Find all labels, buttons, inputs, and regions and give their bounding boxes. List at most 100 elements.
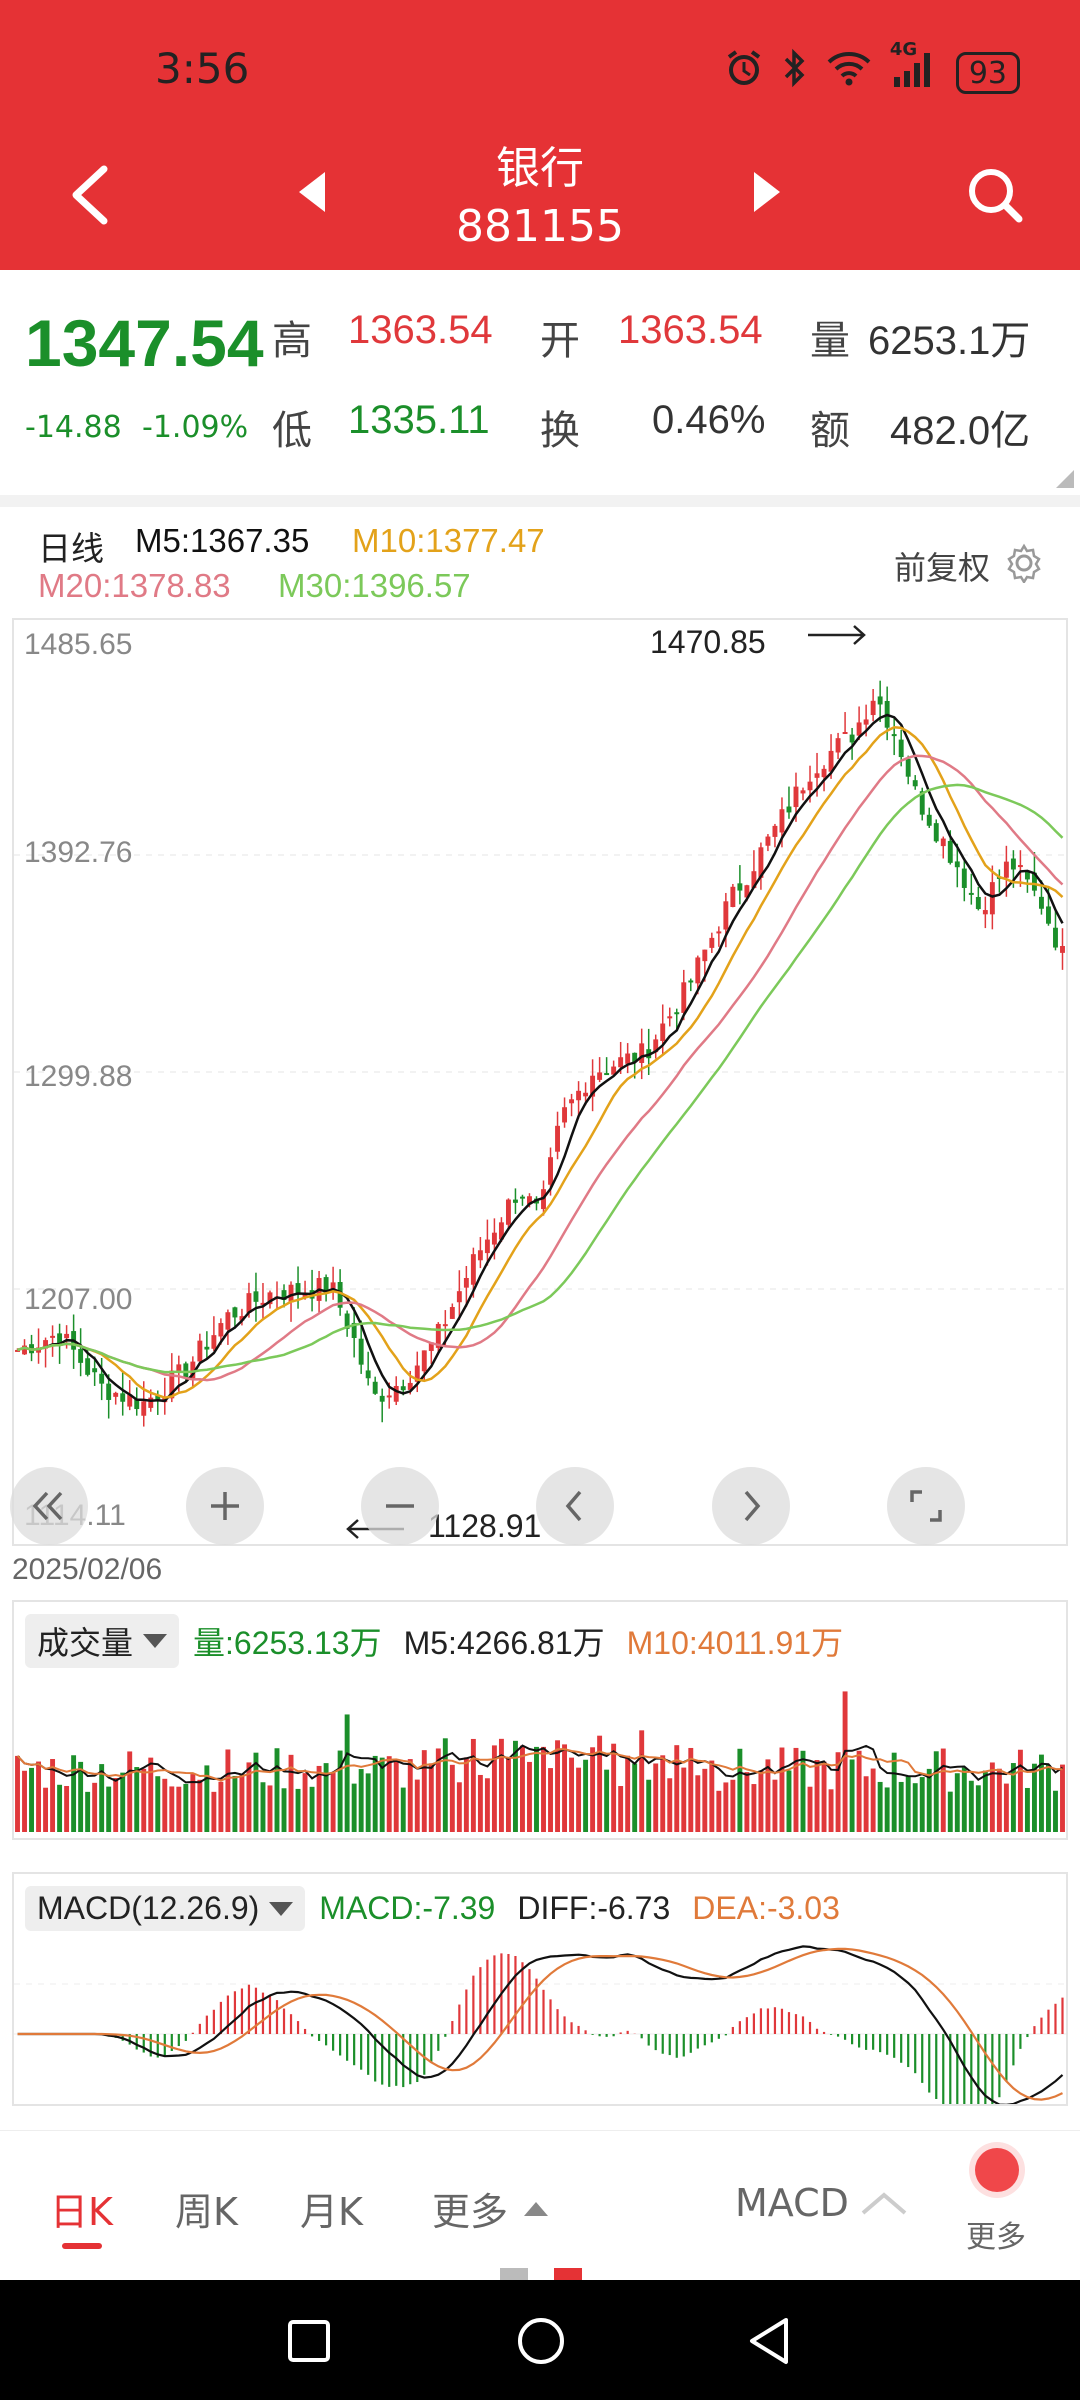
candle-body: [618, 1057, 624, 1068]
candle-body: [968, 892, 974, 895]
volume-bar: [71, 1755, 77, 1832]
volume-bar: [316, 1765, 322, 1832]
volume-bar: [569, 1757, 575, 1832]
volume-bar: [793, 1747, 799, 1832]
y-label-3: 1299.88: [24, 1060, 133, 1093]
volume-bar: [730, 1779, 736, 1832]
volume-bar: [295, 1788, 301, 1832]
ma10-value: M10:1377.47: [352, 522, 545, 559]
tab-day-k[interactable]: 日K: [50, 2190, 113, 2234]
volume-bar: [50, 1759, 56, 1832]
volume-bar: [590, 1747, 596, 1832]
candle-body: [555, 1125, 560, 1152]
candle-body: [779, 809, 785, 833]
candle-body: [730, 886, 736, 907]
volume-bar: [85, 1791, 91, 1832]
recent-apps-icon[interactable]: [286, 2318, 332, 2364]
status-icons: 4G 93: [724, 39, 1020, 97]
ma30-value: M30:1396.57: [278, 567, 471, 604]
volume-bar: [15, 1755, 20, 1832]
more-dot-icon[interactable]: [975, 2148, 1019, 2192]
scroll-right-button[interactable]: [712, 1467, 790, 1545]
tab-month-k[interactable]: 月K: [300, 2190, 363, 2234]
volume-bar: [162, 1778, 168, 1832]
candle-body: [926, 814, 932, 826]
home-icon[interactable]: [516, 2316, 566, 2366]
volume-bar: [148, 1757, 154, 1832]
indicator-selector[interactable]: MACD: [735, 2181, 909, 2225]
volume-bar: [688, 1747, 694, 1832]
scroll-left-button[interactable]: [536, 1467, 614, 1545]
prev-stock-button[interactable]: [295, 170, 329, 218]
candle-body: [562, 1107, 568, 1123]
candle-body: [1053, 927, 1058, 948]
adjust-selector[interactable]: 前复权: [893, 549, 990, 587]
candle-body: [106, 1383, 112, 1400]
volume-bar: [639, 1730, 645, 1832]
volume-bar: [386, 1756, 392, 1832]
candle-body: [57, 1333, 63, 1344]
volume-chart[interactable]: [12, 1600, 1068, 1840]
volume-canvas: [15, 1691, 1065, 1832]
candle-body: [281, 1290, 287, 1300]
candle-body: [246, 1293, 252, 1313]
volume-bar: [632, 1763, 638, 1832]
volume-bar: [562, 1744, 568, 1832]
quote-panel: 1347.54 -14.88 -1.09% 高 1363.54 开 1363.5…: [0, 270, 1080, 495]
high-label: 高: [272, 318, 312, 364]
volume-bar: [323, 1763, 329, 1832]
volume-bar: [260, 1782, 266, 1832]
volume-bar: [884, 1787, 890, 1832]
candle-body: [323, 1277, 329, 1294]
volume-bar: [1038, 1754, 1044, 1832]
candle-body: [379, 1395, 385, 1402]
volume-bar: [169, 1786, 175, 1832]
volume-bar: [470, 1738, 476, 1832]
network-type: 4G: [889, 39, 918, 60]
candle-body: [702, 949, 708, 962]
next-stock-button[interactable]: [750, 170, 784, 218]
tab-week-k[interactable]: 周K: [175, 2190, 238, 2234]
expand-corner-icon[interactable]: [1056, 470, 1074, 488]
tab-more[interactable]: 更多: [432, 2181, 550, 2236]
volume-bar: [842, 1691, 848, 1832]
kline-chart[interactable]: [12, 618, 1068, 1546]
back-button[interactable]: [60, 155, 120, 235]
start-date: 2025/02/06: [12, 1553, 163, 1586]
volume-bar: [274, 1748, 280, 1832]
volume-bar: [779, 1747, 785, 1832]
macd-indicator-selector[interactable]: MACD(12.26.9): [25, 1886, 306, 1931]
volume-bar: [22, 1770, 27, 1832]
zoom-out-button[interactable]: [361, 1467, 439, 1545]
candle-body: [786, 806, 792, 813]
macd-chart[interactable]: [12, 1872, 1068, 2125]
candle-body: [849, 734, 855, 743]
candle-body: [625, 1053, 631, 1064]
volume-bar: [1010, 1763, 1016, 1832]
volume-bar: [898, 1781, 904, 1832]
volume-bar: [1046, 1764, 1051, 1832]
candle-body: [569, 1099, 575, 1104]
kline-canvas: [14, 680, 1066, 1427]
settings-button[interactable]: [1004, 543, 1044, 587]
ma-line: [17, 754, 1064, 1382]
candle-body: [933, 823, 939, 842]
volume-bar: [877, 1781, 883, 1832]
search-button[interactable]: [965, 165, 1025, 229]
volume-bar: [491, 1745, 497, 1832]
candle-body: [856, 722, 862, 736]
volume-indicator-selector[interactable]: 成交量: [25, 1614, 180, 1668]
candle-body: [576, 1090, 582, 1101]
diff-line: [17, 1945, 1064, 2107]
candle-body: [15, 1349, 20, 1352]
volume-bar: [968, 1780, 974, 1832]
scroll-start-button[interactable]: [10, 1467, 88, 1545]
volume-bar: [646, 1779, 652, 1832]
zoom-in-button[interactable]: [186, 1467, 264, 1545]
candle-body: [548, 1157, 553, 1185]
nav-back-icon[interactable]: [746, 2316, 792, 2366]
volume-value: 6253.1万: [868, 319, 1031, 363]
fullscreen-button[interactable]: [887, 1467, 965, 1545]
more-button[interactable]: 更多: [966, 2220, 1026, 2255]
volume-bar: [919, 1777, 925, 1832]
